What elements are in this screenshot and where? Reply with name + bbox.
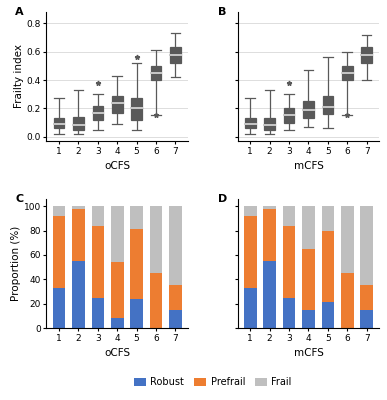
Bar xyxy=(53,288,65,328)
Bar xyxy=(151,66,161,80)
Bar xyxy=(111,262,123,318)
Y-axis label: Proportion (%): Proportion (%) xyxy=(11,226,21,301)
Bar xyxy=(283,226,295,298)
Bar xyxy=(92,226,104,298)
Bar xyxy=(342,66,353,80)
Text: C: C xyxy=(15,194,23,204)
Bar xyxy=(53,216,65,288)
Bar xyxy=(54,118,64,128)
Bar xyxy=(360,286,373,310)
Y-axis label: Frailty index: Frailty index xyxy=(14,44,24,108)
X-axis label: mCFS: mCFS xyxy=(293,348,324,358)
Bar xyxy=(283,206,295,226)
Bar xyxy=(284,108,295,122)
Bar xyxy=(263,261,276,328)
Bar xyxy=(169,206,182,286)
Bar xyxy=(72,261,85,328)
Bar xyxy=(244,206,257,216)
Bar xyxy=(322,302,334,328)
Bar xyxy=(322,96,333,114)
Bar xyxy=(341,273,354,328)
Bar xyxy=(130,299,143,328)
Bar xyxy=(170,48,181,63)
Bar xyxy=(302,206,315,249)
Legend: Robust, Prefrail, Frail: Robust, Prefrail, Frail xyxy=(130,373,296,391)
Bar xyxy=(92,298,104,328)
Bar xyxy=(244,288,257,328)
Bar xyxy=(360,310,373,328)
Bar xyxy=(53,206,65,216)
Bar xyxy=(360,206,373,286)
Bar xyxy=(72,209,85,261)
Bar xyxy=(322,231,334,302)
Text: B: B xyxy=(218,7,226,17)
Bar xyxy=(302,310,315,328)
Bar xyxy=(111,206,123,262)
Bar xyxy=(92,106,103,120)
Bar xyxy=(245,118,255,128)
Bar xyxy=(283,298,295,328)
Text: A: A xyxy=(15,7,24,17)
Bar xyxy=(130,206,143,230)
Bar xyxy=(244,216,257,288)
X-axis label: oCFS: oCFS xyxy=(104,161,130,171)
Bar xyxy=(169,310,182,328)
Bar xyxy=(72,206,85,209)
Text: D: D xyxy=(218,194,227,204)
Bar xyxy=(302,249,315,310)
Bar xyxy=(92,206,104,226)
Bar xyxy=(264,118,275,130)
Bar xyxy=(112,96,123,113)
Bar xyxy=(263,206,276,209)
Bar xyxy=(361,48,372,63)
X-axis label: mCFS: mCFS xyxy=(293,161,324,171)
Bar xyxy=(150,206,163,273)
Bar xyxy=(130,230,143,299)
X-axis label: oCFS: oCFS xyxy=(104,348,130,358)
Bar xyxy=(150,273,163,328)
Bar xyxy=(131,98,142,120)
Bar xyxy=(169,286,182,310)
Bar xyxy=(111,318,123,328)
Bar xyxy=(341,206,354,273)
Bar xyxy=(263,209,276,261)
Bar xyxy=(322,206,334,231)
Bar xyxy=(303,101,314,118)
Bar xyxy=(73,117,84,130)
